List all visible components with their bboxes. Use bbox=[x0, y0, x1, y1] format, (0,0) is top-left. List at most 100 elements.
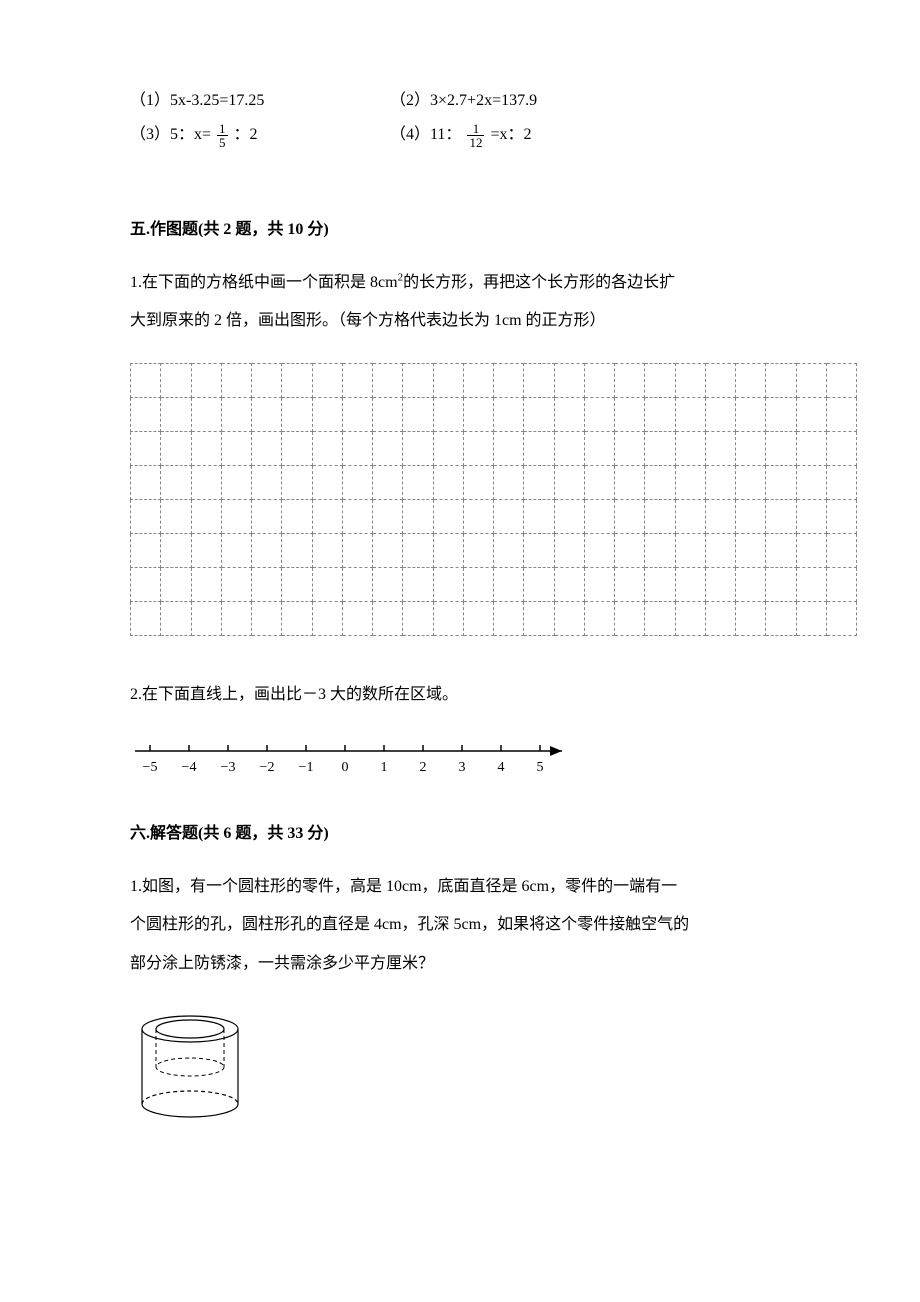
grid-cell bbox=[796, 363, 826, 397]
grid-cell bbox=[736, 601, 766, 635]
grid-cell bbox=[554, 465, 584, 499]
grid-cell bbox=[705, 363, 735, 397]
svg-text:2: 2 bbox=[420, 760, 427, 775]
grid-cell bbox=[131, 465, 161, 499]
q1-line1: 1.如图，有一个圆柱形的零件，高是 10cm，底面直径是 6cm，零件的一端有一 bbox=[130, 878, 677, 895]
grid-cell bbox=[312, 567, 342, 601]
grid-cell bbox=[766, 363, 796, 397]
eq-post: ：2 bbox=[230, 127, 258, 144]
grid-cell bbox=[524, 431, 554, 465]
grid-cell bbox=[494, 601, 524, 635]
grid-cell bbox=[252, 533, 282, 567]
svg-text:4: 4 bbox=[498, 760, 505, 775]
grid-cell bbox=[373, 601, 403, 635]
grid-cell bbox=[433, 567, 463, 601]
svg-text:−1: −1 bbox=[299, 760, 314, 775]
grid-cell bbox=[463, 567, 493, 601]
grid-cell bbox=[312, 363, 342, 397]
grid-cell bbox=[161, 465, 191, 499]
grid-cell bbox=[312, 499, 342, 533]
grid-cell bbox=[524, 397, 554, 431]
grid-cell bbox=[766, 431, 796, 465]
grid-cell bbox=[645, 533, 675, 567]
grid-cell bbox=[433, 601, 463, 635]
grid-cell bbox=[554, 499, 584, 533]
eq-expr: 5x-3.25=17.25 bbox=[170, 92, 264, 109]
grid-cell bbox=[736, 533, 766, 567]
grid-cell bbox=[403, 567, 433, 601]
grid-cell bbox=[191, 363, 221, 397]
grid-cell bbox=[252, 363, 282, 397]
grid-cell bbox=[161, 397, 191, 431]
fraction: 112 bbox=[467, 122, 484, 149]
svg-text:1: 1 bbox=[381, 760, 388, 775]
grid-cell bbox=[826, 465, 856, 499]
grid-cell bbox=[494, 431, 524, 465]
number-line-figure: −5−4−3−2−1012345 bbox=[130, 736, 800, 788]
grid-cell bbox=[342, 397, 372, 431]
grid-cell bbox=[373, 499, 403, 533]
grid-cell bbox=[312, 601, 342, 635]
section-5-q1: 1.在下面的方格纸中画一个面积是 8cm2的长方形，再把这个长方形的各边长扩 大… bbox=[130, 264, 800, 341]
grid-cell bbox=[645, 499, 675, 533]
grid-cell bbox=[282, 363, 312, 397]
eq-expr: 3×2.7+2x=137.9 bbox=[430, 92, 537, 109]
grid-cell bbox=[524, 601, 554, 635]
grid-cell bbox=[373, 567, 403, 601]
section-6-q1: 1.如图，有一个圆柱形的零件，高是 10cm，底面直径是 6cm，零件的一端有一… bbox=[130, 868, 800, 983]
equations-block: （1）5x-3.25=17.25 （2）3×2.7+2x=137.9 （3）5：… bbox=[130, 90, 800, 149]
grid-cell bbox=[796, 397, 826, 431]
grid-cell bbox=[494, 499, 524, 533]
grid-cell bbox=[796, 601, 826, 635]
grid-cell bbox=[282, 431, 312, 465]
section-5-title: 五.作图题(共 2 题，共 10 分) bbox=[130, 219, 800, 241]
grid-cell bbox=[645, 397, 675, 431]
grid-cell bbox=[252, 601, 282, 635]
grid-cell bbox=[403, 465, 433, 499]
grid-cell bbox=[675, 465, 705, 499]
grid-cell bbox=[615, 499, 645, 533]
grid-cell bbox=[736, 465, 766, 499]
grid-cell bbox=[433, 397, 463, 431]
grid-cell bbox=[191, 601, 221, 635]
grid-cell bbox=[373, 397, 403, 431]
grid-cell bbox=[826, 533, 856, 567]
equation-1: （1）5x-3.25=17.25 bbox=[130, 90, 390, 112]
fraction-den: 12 bbox=[467, 136, 484, 149]
section-5-q2: 2.在下面直线上，画出比－3 大的数所在区域。 bbox=[130, 676, 800, 714]
grid-cell bbox=[191, 397, 221, 431]
grid-cell bbox=[373, 533, 403, 567]
grid-cell bbox=[161, 601, 191, 635]
grid-cell bbox=[403, 499, 433, 533]
grid-cell bbox=[433, 533, 463, 567]
grid-cell bbox=[433, 363, 463, 397]
grid-cell bbox=[615, 567, 645, 601]
grid-cell bbox=[463, 499, 493, 533]
grid-cell bbox=[161, 431, 191, 465]
grid-cell bbox=[524, 465, 554, 499]
grid-cell bbox=[705, 431, 735, 465]
grid-cell bbox=[282, 533, 312, 567]
grid-cell bbox=[675, 499, 705, 533]
grid-cell bbox=[615, 431, 645, 465]
grid-cell bbox=[161, 499, 191, 533]
grid-cell bbox=[826, 499, 856, 533]
grid-cell bbox=[373, 465, 403, 499]
grid-cell bbox=[312, 397, 342, 431]
grid-cell bbox=[463, 431, 493, 465]
q1-text-c: 大到原来的 2 倍，画出图形。（每个方格代表边长为 1cm 的正方形） bbox=[130, 312, 606, 329]
grid-cell bbox=[191, 465, 221, 499]
grid-cell bbox=[705, 533, 735, 567]
grid-cell bbox=[463, 601, 493, 635]
svg-text:−3: −3 bbox=[221, 760, 236, 775]
grid-cell bbox=[766, 499, 796, 533]
grid-cell bbox=[615, 363, 645, 397]
grid-cell bbox=[826, 601, 856, 635]
grid-cell bbox=[252, 465, 282, 499]
grid-cell bbox=[584, 499, 614, 533]
grid-cell bbox=[282, 465, 312, 499]
grid-cell bbox=[131, 431, 161, 465]
grid-cell bbox=[584, 397, 614, 431]
grid-cell bbox=[342, 567, 372, 601]
eq-pre: 5：x= bbox=[170, 127, 215, 144]
